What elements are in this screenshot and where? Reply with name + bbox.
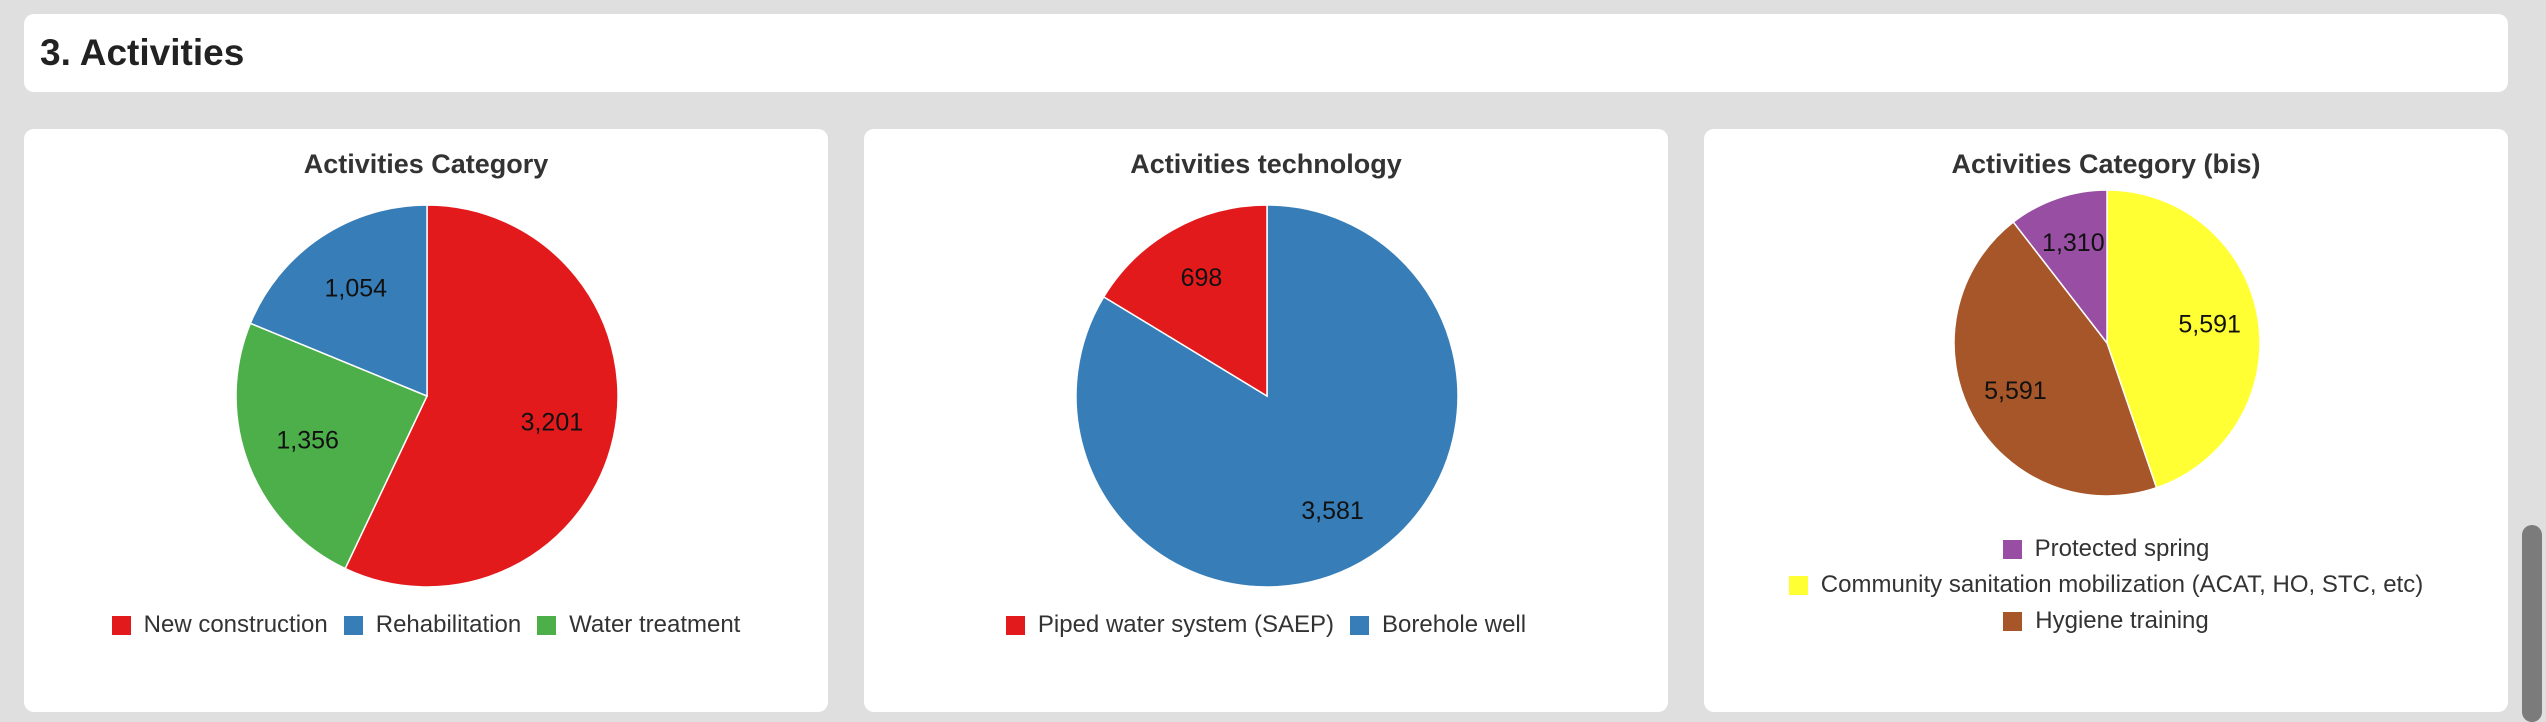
legend-swatch-brown	[2003, 611, 2023, 631]
legend-item-new-construction[interactable]: New construction	[111, 611, 328, 639]
pie-data-label: 3,201	[521, 409, 584, 437]
page-scrollbar-thumb[interactable]	[2522, 525, 2542, 722]
chart-card-activities-category-bis: Activities Category (bis) 5,591 5,591 1,31…	[1704, 129, 2508, 712]
chart-title: Activities technology	[1130, 149, 1402, 179]
chart-title: Activities Category (bis)	[1951, 149, 2261, 179]
legend-swatch-red	[111, 615, 131, 635]
legend-item-borehole-well[interactable]: Borehole well	[1350, 611, 1526, 639]
pie-data-label: 3,581	[1301, 497, 1364, 525]
pie-slice-community-sanitation-mobilization-acat-ho-stc-etc[interactable]	[2106, 189, 2261, 489]
legend-item-rehabilitation[interactable]: Rehabilitation	[343, 611, 522, 639]
legend-swatch-green	[537, 615, 557, 635]
legend-label: Water treatment	[569, 611, 741, 638]
chart-title: Activities Category	[303, 149, 549, 179]
pie-slice-water-treatment[interactable]	[235, 322, 429, 570]
pie-data-label: 698	[1181, 264, 1223, 292]
legend-item-community-sanitation-mobilization[interactable]: Community sanitation mobilization (ACAT,…	[1788, 567, 2424, 603]
pie-chart-activities-category-bis: 5,591 5,591 1,310	[1953, 189, 2261, 497]
pie-data-label: 1,054	[325, 274, 388, 302]
pie-slice-borehole-well[interactable]	[1075, 204, 1459, 588]
section-header: 3. Activities	[24, 14, 2508, 92]
legend-item-protected-spring[interactable]: Protected spring	[2002, 531, 2210, 567]
legend-label: Borehole well	[1382, 611, 1527, 638]
legend-label: Protected spring	[2034, 535, 2210, 562]
pie-slice-piped-water-system-saep[interactable]	[1102, 204, 1268, 398]
legend-swatch-purple	[2002, 539, 2022, 559]
legend-label: Community sanitation mobilization (ACAT,…	[1820, 571, 2424, 598]
pie-slice-new-construction[interactable]	[344, 204, 619, 588]
legend-label: Rehabilitation	[375, 611, 522, 638]
pie-data-label: 5,591	[2178, 311, 2241, 339]
legend-label: New construction	[143, 611, 328, 638]
pie-slice-protected-spring[interactable]	[2012, 189, 2108, 346]
pie-data-label: 5,591	[1984, 377, 2047, 405]
pie-data-label: 1,356	[276, 427, 339, 455]
legend-swatch-yellow	[1788, 575, 1808, 595]
section-title: 3. Activities	[40, 32, 245, 73]
pie-slice-rehabilitation[interactable]	[249, 204, 428, 398]
chart-legend: New construction Rehabilitation Water tr…	[24, 611, 828, 639]
pie-slice-hygiene-training[interactable]	[1953, 220, 2158, 497]
legend-swatch-blue	[1350, 615, 1369, 635]
chart-legend: Protected spring Community sanitation mo…	[1704, 531, 2508, 639]
legend-swatch-blue	[343, 615, 363, 635]
legend-item-hygiene-training[interactable]: Hygiene training	[2003, 603, 2209, 639]
chart-card-activities-technology: Activities technology 3,581 698 Piped wat…	[864, 129, 1668, 712]
pie-chart-activities-technology: 3,581 698	[1075, 204, 1459, 588]
legend-swatch-red	[1005, 615, 1025, 635]
pie-chart-activities-category: 3,201 1,356 1,054	[235, 204, 619, 588]
legend-item-water-treatment[interactable]: Water treatment	[537, 611, 740, 639]
legend-label: Hygiene training	[2035, 607, 2209, 634]
chart-card-activities-category: Activities Category 3,201 1,356 1,054 New …	[24, 129, 828, 712]
chart-legend: Piped water system (SAEP) Borehole well	[864, 611, 1668, 639]
pie-data-label: 1,310	[2042, 229, 2105, 257]
legend-item-piped-water-system[interactable]: Piped water system (SAEP)	[1005, 611, 1334, 639]
legend-label: Piped water system (SAEP)	[1037, 611, 1334, 638]
